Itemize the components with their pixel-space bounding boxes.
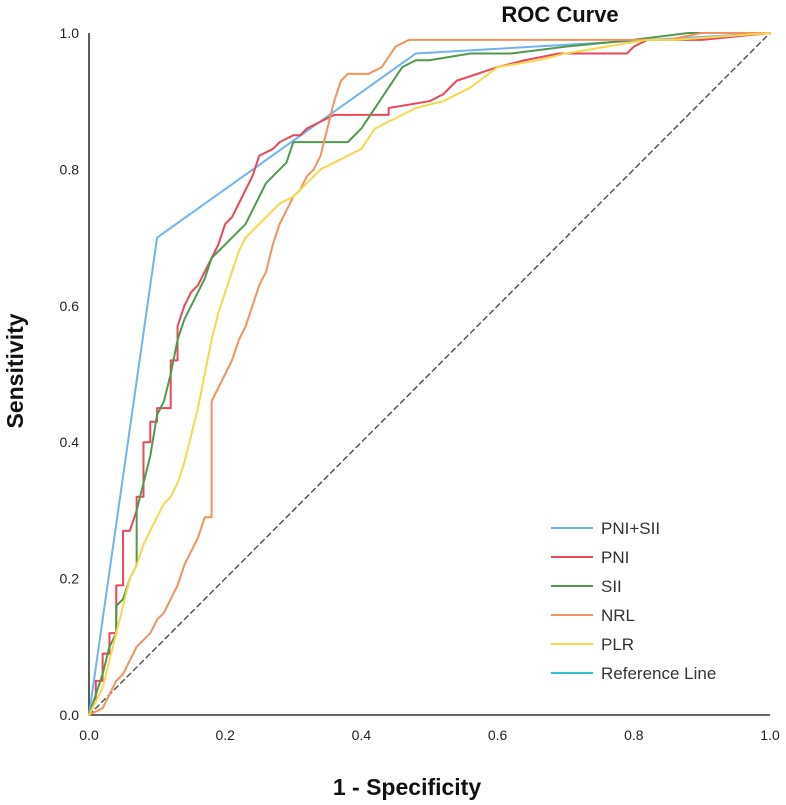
y-tick-label: 0.0 bbox=[60, 707, 80, 723]
legend-label-nrl: NRL bbox=[601, 606, 635, 625]
y-axis-title: Sensitivity bbox=[2, 313, 28, 428]
legend-label-reference-line: Reference Line bbox=[601, 664, 716, 683]
y-tick-label: 0.8 bbox=[60, 161, 80, 177]
x-tick-label: 1.0 bbox=[760, 727, 780, 743]
legend-label-pni-sii: PNI+SII bbox=[601, 519, 660, 538]
legend: PNI+SII PNI SII NRL PLR Reference Line bbox=[551, 519, 716, 683]
reference-line-layer bbox=[88, 32, 771, 716]
x-axis-title: 1 - Specificity bbox=[333, 774, 481, 800]
x-tick-label: 0.8 bbox=[624, 727, 644, 743]
x-tick-label: 0.2 bbox=[215, 727, 235, 743]
x-tick-label: 0.6 bbox=[488, 727, 508, 743]
y-tick-label: 1.0 bbox=[60, 25, 80, 41]
y-tick-label: 0.6 bbox=[60, 298, 80, 314]
y-tick-label: 0.4 bbox=[60, 434, 80, 450]
legend-label-sii: SII bbox=[601, 577, 622, 596]
legend-label-pni: PNI bbox=[601, 548, 629, 567]
roc-series-layer bbox=[88, 32, 771, 716]
y-tick-label: 0.2 bbox=[60, 571, 80, 587]
series-line-reference-line bbox=[88, 32, 771, 716]
axes: 0.0 0.2 0.4 0.6 0.8 1.0 0.0 0.2 0.4 0.6 0.8 1.0 bbox=[60, 25, 780, 743]
legend-label-plr: PLR bbox=[601, 635, 634, 654]
series-line-nrl bbox=[88, 32, 771, 716]
series-line-plr bbox=[88, 32, 771, 716]
x-tick-label: 0.4 bbox=[352, 727, 372, 743]
series-line-pni bbox=[88, 32, 771, 716]
x-tick-label: 0.0 bbox=[79, 727, 99, 743]
chart-title: ROC Curve bbox=[501, 2, 618, 27]
